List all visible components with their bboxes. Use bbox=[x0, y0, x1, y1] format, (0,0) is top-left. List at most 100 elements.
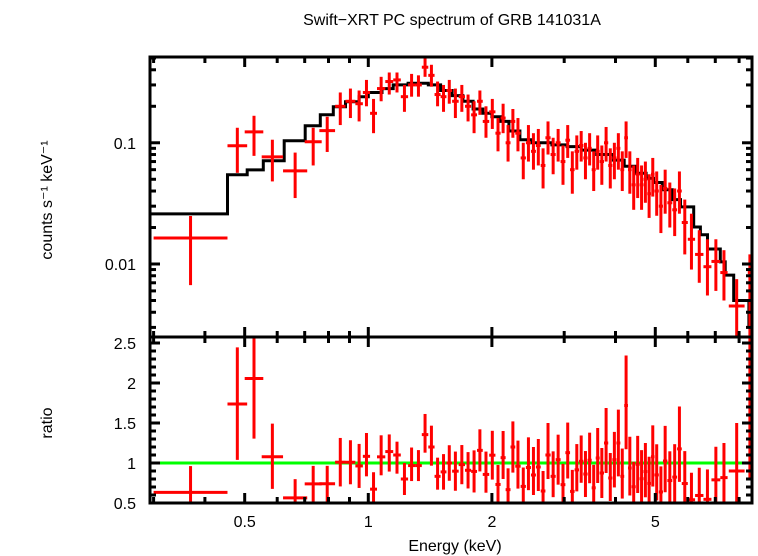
x-tick-label: 0.5 bbox=[234, 514, 256, 531]
y-tick-label: 2 bbox=[127, 376, 136, 393]
ratio-point bbox=[261, 423, 284, 489]
data-point bbox=[570, 151, 575, 194]
ratio-point bbox=[505, 468, 511, 503]
data-point bbox=[574, 135, 580, 170]
ratio-point bbox=[583, 451, 588, 498]
data-point bbox=[362, 79, 371, 107]
spectrum-panel: 0.1 0.01 bbox=[105, 55, 754, 339]
data-point bbox=[446, 79, 453, 104]
data-point bbox=[591, 151, 596, 192]
ratio-point bbox=[624, 355, 628, 450]
ratio-point bbox=[434, 457, 441, 490]
data-point bbox=[525, 125, 531, 162]
y-tick-label: 1.5 bbox=[114, 416, 136, 433]
data-point bbox=[355, 90, 363, 122]
ratio-point bbox=[535, 439, 541, 491]
ratio-point bbox=[452, 451, 459, 491]
ratio-point bbox=[376, 435, 386, 476]
data-point bbox=[639, 165, 644, 210]
data-point bbox=[667, 182, 673, 228]
data-point bbox=[681, 199, 688, 255]
data-point bbox=[599, 145, 604, 185]
ratio-point bbox=[631, 461, 636, 503]
data-point bbox=[304, 127, 322, 166]
ratio-point bbox=[703, 469, 712, 503]
ratio-point bbox=[579, 435, 584, 483]
data-point bbox=[421, 58, 429, 77]
data-point bbox=[495, 118, 501, 152]
y-axis-label-spectrum: counts s⁻¹ keV⁻¹ bbox=[39, 140, 56, 259]
ratio-point bbox=[304, 465, 322, 503]
x-tick-label: 1 bbox=[364, 514, 373, 531]
data-point bbox=[515, 118, 521, 152]
data-point bbox=[335, 92, 346, 126]
ratio-point bbox=[530, 447, 536, 495]
y-tick-label: 1 bbox=[127, 456, 136, 473]
ratio-point bbox=[482, 451, 490, 493]
data-point bbox=[408, 73, 416, 97]
data-point bbox=[612, 142, 617, 180]
ratio-point bbox=[565, 422, 571, 479]
data-point bbox=[695, 230, 704, 283]
ratio-point bbox=[728, 423, 745, 503]
ratio-panel: 0.5 1 2 5 0.5 1 1.5 2 2.5 bbox=[114, 335, 754, 531]
ratio-point bbox=[458, 445, 466, 485]
data-point bbox=[283, 152, 308, 199]
ratio-point bbox=[465, 452, 472, 489]
ratio-point bbox=[658, 466, 663, 503]
data-point bbox=[530, 133, 536, 170]
ratio-point bbox=[400, 463, 409, 495]
ratio-point bbox=[471, 450, 478, 493]
data-point bbox=[482, 106, 490, 138]
data-point bbox=[376, 76, 386, 102]
ratio-point bbox=[681, 451, 688, 503]
data-point bbox=[650, 157, 655, 197]
data-point bbox=[654, 171, 659, 216]
ratio-point bbox=[647, 456, 651, 503]
ratio-point bbox=[574, 444, 580, 492]
ratio-point bbox=[654, 444, 659, 501]
ratio-point bbox=[446, 445, 453, 481]
data-point bbox=[555, 128, 561, 162]
ratio-point bbox=[711, 446, 721, 503]
ratio-point bbox=[587, 432, 592, 484]
ratio-point bbox=[489, 430, 496, 480]
ratio-point bbox=[620, 448, 625, 499]
data-point bbox=[672, 188, 678, 237]
data-point bbox=[244, 115, 264, 156]
data-point bbox=[677, 171, 682, 214]
ratio-point bbox=[355, 443, 363, 488]
data-point bbox=[647, 174, 651, 218]
data-point bbox=[728, 279, 745, 337]
ratio-point bbox=[477, 429, 483, 472]
ratio-frame bbox=[148, 335, 754, 505]
ratio-point bbox=[591, 464, 596, 503]
data-point bbox=[703, 239, 712, 296]
ratio-point bbox=[393, 441, 401, 474]
data-point bbox=[505, 125, 511, 162]
ratio-point bbox=[608, 453, 613, 501]
ratio-point bbox=[370, 472, 377, 503]
data-point bbox=[631, 165, 636, 210]
data-point bbox=[428, 64, 435, 87]
ratio-point bbox=[440, 454, 447, 490]
x-tick-label: 2 bbox=[487, 514, 496, 531]
y-tick-label: 0.01 bbox=[105, 257, 136, 274]
data-point bbox=[415, 75, 422, 97]
data-point bbox=[489, 98, 496, 129]
ratio-point bbox=[153, 466, 228, 503]
chart-title: Swift−XRT PC spectrum of GRB 141031A bbox=[303, 12, 601, 29]
data-point bbox=[711, 239, 721, 291]
ratio-point bbox=[599, 448, 604, 498]
ratio-point bbox=[612, 431, 617, 488]
data-point bbox=[452, 88, 459, 119]
ratio-point bbox=[421, 413, 429, 453]
x-axis-label: Energy (keV) bbox=[408, 538, 501, 555]
ratio-point bbox=[500, 431, 506, 479]
data-point bbox=[227, 127, 248, 173]
ratio-point bbox=[672, 444, 678, 503]
ratio-point bbox=[720, 443, 728, 503]
ratio-point bbox=[560, 463, 566, 503]
ratio-point bbox=[555, 434, 561, 485]
ratio-point bbox=[510, 421, 516, 473]
